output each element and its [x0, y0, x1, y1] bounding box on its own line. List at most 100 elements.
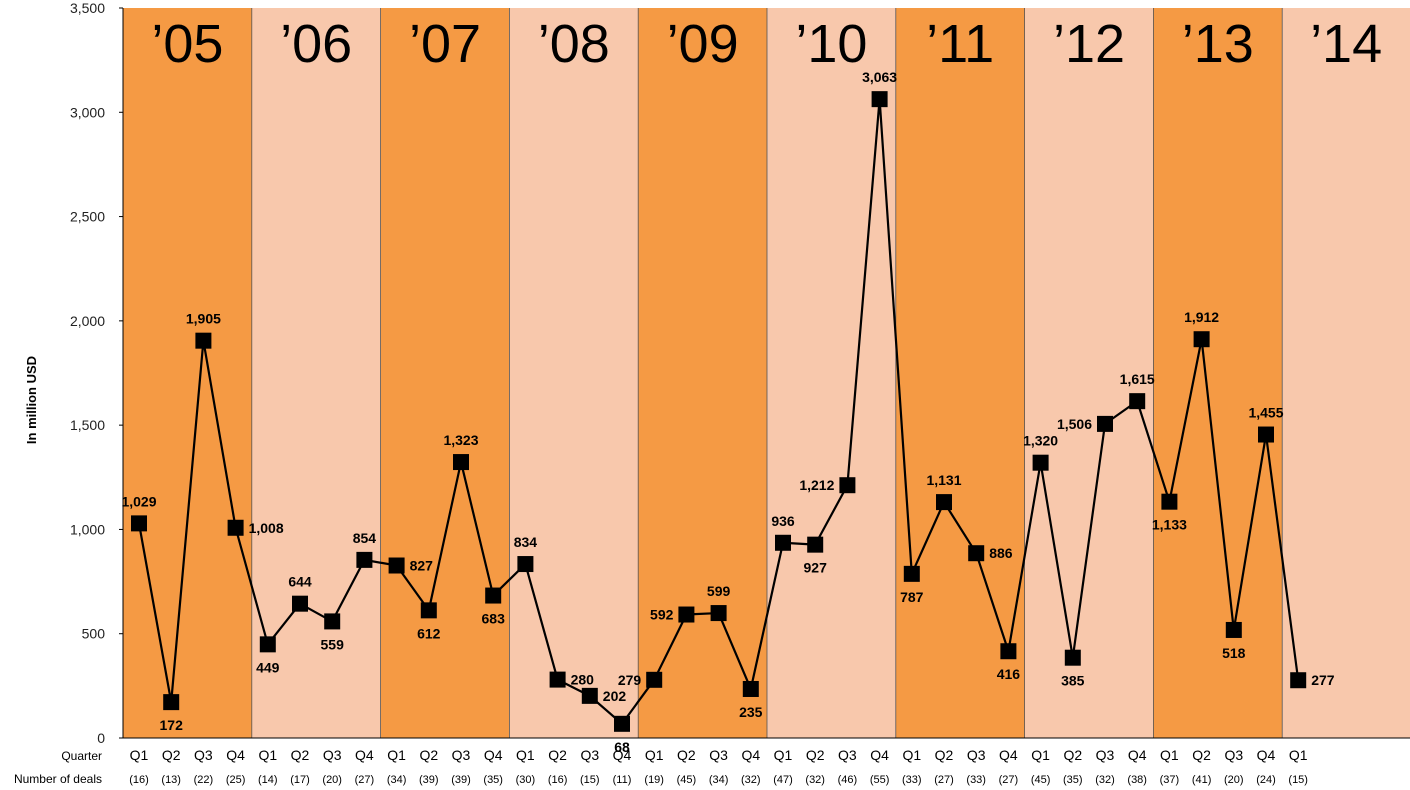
- deal-count-label: (32): [741, 774, 761, 786]
- year-label: ’07: [409, 14, 481, 74]
- data-point: [1129, 393, 1146, 410]
- y-tick-label: 3,500: [70, 0, 105, 16]
- quarter-tick-label: Q4: [870, 747, 889, 763]
- data-point: [356, 551, 373, 568]
- quarter-tick-label: Q4: [1128, 747, 1147, 763]
- data-point: [742, 680, 759, 697]
- year-label: ’10: [795, 14, 867, 74]
- quarter-tick-label: Q4: [484, 747, 503, 763]
- deal-count-label: (15): [1288, 774, 1308, 786]
- data-point: [259, 636, 276, 653]
- year-label: ’12: [1053, 14, 1125, 74]
- quarter-tick-label: Q2: [162, 747, 181, 763]
- quarter-tick-label: Q3: [1224, 747, 1243, 763]
- data-label: 3,063: [862, 69, 897, 85]
- data-label: 172: [160, 717, 184, 733]
- data-label: 1,455: [1248, 405, 1283, 421]
- data-point: [1258, 426, 1274, 443]
- year-label: ’11: [926, 14, 994, 74]
- data-point: [807, 536, 824, 553]
- data-point: [871, 91, 888, 108]
- data-label: 644: [288, 574, 312, 590]
- deal-count-label: (25): [226, 774, 246, 786]
- data-point: [775, 534, 791, 551]
- year-label: ’08: [538, 14, 610, 74]
- quarter-tick-label: Q3: [323, 747, 342, 763]
- quarter-tick-label: Q3: [452, 747, 471, 763]
- deal-count-label: (35): [1063, 774, 1083, 786]
- data-point: [581, 687, 598, 704]
- data-point: [710, 605, 727, 622]
- quarter-tick-label: Q1: [902, 747, 921, 763]
- data-point: [453, 454, 469, 471]
- quarter-tick-label: Q1: [1289, 747, 1308, 763]
- deal-count-label: (38): [1127, 774, 1147, 786]
- year-band-0: [123, 8, 252, 738]
- quarter-tick-label: Q2: [419, 747, 438, 763]
- data-label: 1,008: [249, 520, 284, 536]
- data-point: [614, 715, 630, 732]
- data-point: [1225, 621, 1242, 638]
- deal-count-label: (17): [290, 774, 310, 786]
- quarter-tick-label: Q1: [1031, 747, 1050, 763]
- data-label: 1,320: [1023, 433, 1058, 449]
- quarter-tick-label: Q2: [1063, 747, 1082, 763]
- quarter-tick-label: Q4: [355, 747, 374, 763]
- deal-count-label: (22): [194, 774, 214, 786]
- data-label: 518: [1222, 645, 1246, 661]
- data-label: 834: [514, 534, 538, 550]
- data-label: 1,133: [1152, 517, 1187, 533]
- data-point: [839, 477, 856, 494]
- deal-count-label: (11): [613, 774, 632, 786]
- deal-count-label: (34): [709, 774, 729, 786]
- deal-count-label: (27): [355, 774, 375, 786]
- year-label: ’09: [667, 14, 739, 74]
- quarter-tick-label: Q3: [838, 747, 857, 763]
- data-label: 1,029: [121, 493, 156, 509]
- deal-count-label: (32): [1095, 774, 1115, 786]
- quarter-tick-label: Q1: [774, 747, 793, 763]
- deal-count-label: (27): [999, 774, 1019, 786]
- series-line-group: 1,029 172 1,905 1,008 449 644 559 854 827 612 1,32…: [121, 69, 1334, 755]
- data-point: [1000, 643, 1017, 660]
- data-label: 449: [256, 659, 280, 675]
- year-label: ’06: [280, 14, 352, 74]
- deal-count-label: (16): [548, 774, 568, 786]
- data-point: [131, 515, 147, 532]
- year-band-6: [895, 8, 1025, 738]
- year-band-5: [767, 8, 896, 738]
- data-point: [324, 613, 341, 630]
- deal-count-label: (16): [129, 774, 149, 786]
- data-label: 1,912: [1184, 309, 1219, 325]
- data-point: [903, 565, 920, 582]
- quarter-tick-label: Q3: [194, 747, 213, 763]
- deal-count-label: (24): [1256, 774, 1276, 786]
- deal-count-label: (14): [258, 774, 278, 786]
- data-label: 277: [1311, 672, 1335, 688]
- data-point: [678, 606, 695, 623]
- data-label: 592: [650, 607, 674, 623]
- data-label: 279: [618, 672, 642, 688]
- y-tick-label: 0: [97, 730, 105, 746]
- quarter-tick-label: Q1: [516, 747, 535, 763]
- quarter-tick-label: Q1: [645, 747, 664, 763]
- deal-count-label: (41): [1192, 774, 1212, 786]
- deal-count-label: (32): [805, 774, 825, 786]
- quarter-tick-label: Q1: [1160, 747, 1179, 763]
- data-point: [388, 557, 405, 574]
- data-label: 927: [804, 560, 828, 576]
- data-label: 1,131: [926, 472, 961, 488]
- year-band-8: [1153, 8, 1283, 738]
- deal-count-label: (47): [773, 774, 793, 786]
- quarter-tick-label: Q2: [677, 747, 696, 763]
- deal-count-label: (39): [451, 774, 471, 786]
- year-band-9: [1282, 8, 1410, 738]
- data-point: [1032, 454, 1049, 471]
- data-label: 854: [353, 530, 377, 546]
- quarter-tick-label: Q2: [291, 747, 310, 763]
- data-label: 68: [614, 739, 630, 755]
- quarter-tick-label: Q2: [1192, 747, 1211, 763]
- year-band-1: [251, 8, 381, 738]
- deal-count-label: (46): [838, 774, 858, 786]
